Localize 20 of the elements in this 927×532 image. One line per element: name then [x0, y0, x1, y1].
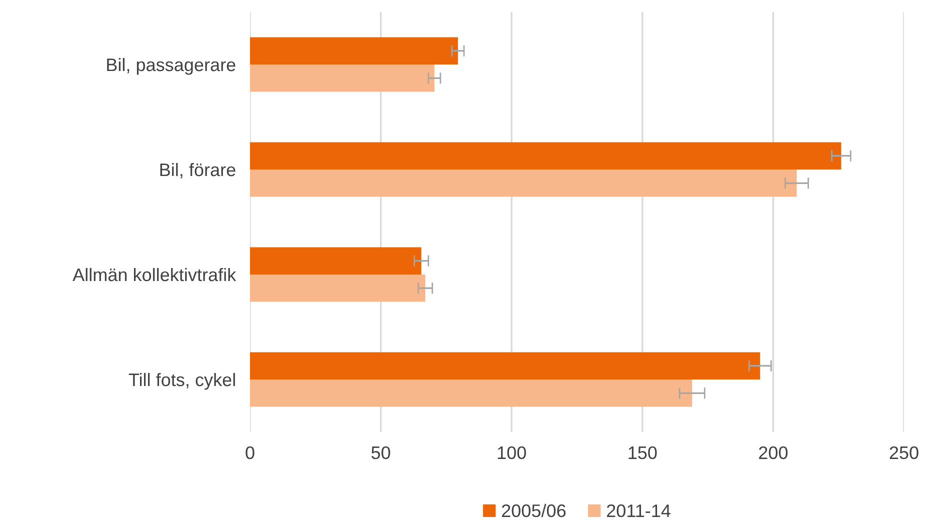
legend-label: 2005/06: [502, 504, 566, 518]
bar: [250, 142, 842, 170]
bar: [250, 274, 426, 302]
x-tick-label: 50: [371, 446, 390, 460]
x-tick-label: 250: [890, 446, 918, 460]
y-tick-label: Bil, förare: [160, 162, 236, 178]
bar: [250, 170, 797, 197]
x-tick-label: 100: [498, 446, 526, 460]
y-tick-label: Allmän kollektivtrafik: [72, 268, 236, 282]
bar: [250, 37, 458, 64]
bar: [250, 247, 422, 274]
bar: [250, 352, 760, 380]
y-tick-label: Till fots, cykel: [128, 372, 235, 390]
bar: [250, 380, 692, 407]
x-tick-label: 0: [246, 446, 254, 460]
y-tick-label: Bil, passagerare: [107, 58, 236, 75]
x-tick-label: 150: [628, 446, 657, 460]
bar: [250, 64, 434, 92]
legend-label: 2011-14: [606, 504, 670, 518]
x-tick-label: 200: [759, 446, 788, 460]
